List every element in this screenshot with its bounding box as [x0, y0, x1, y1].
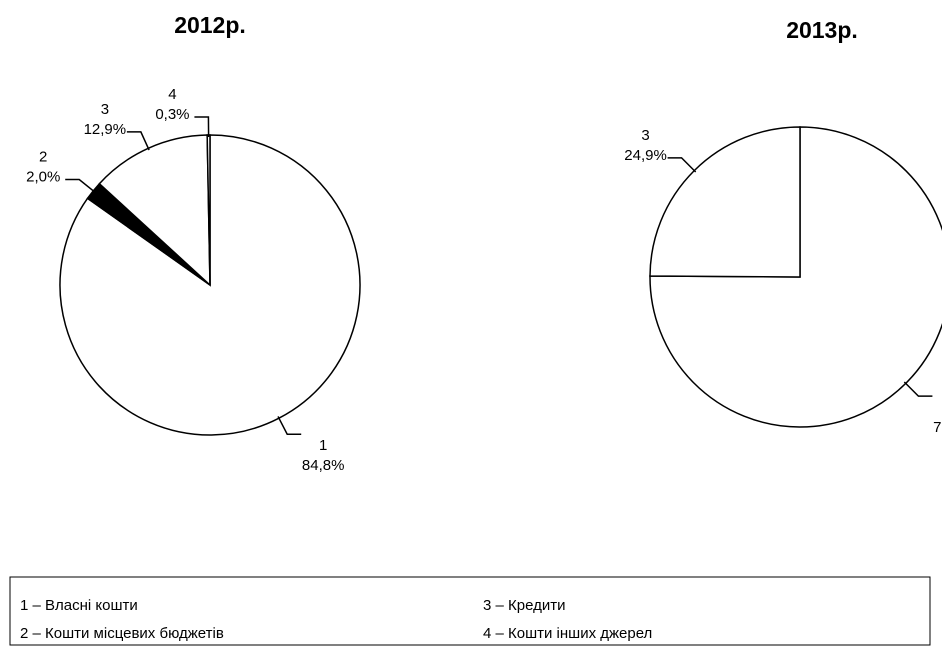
slice-label: 75,1%	[933, 419, 942, 436]
slice-category: 3	[101, 101, 109, 118]
slice-category: 3	[641, 127, 649, 144]
pie-slice	[649, 126, 801, 278]
slice-label: 12,9%	[84, 121, 127, 138]
slice-label: 2,0%	[26, 169, 60, 186]
chart-title: 2013р.	[786, 17, 858, 43]
leader-line	[277, 416, 302, 435]
legend-box	[9, 576, 931, 646]
legend-item: 2 – Кошти місцевих бюджетів	[20, 625, 224, 642]
legend-item: 3 – Кредити	[483, 597, 566, 614]
leader-line	[65, 178, 96, 193]
slice-category: 2	[39, 149, 47, 166]
legend-item: 1 – Власні кошти	[20, 597, 138, 614]
slice-label: 24,9%	[624, 147, 667, 164]
slice-category: 4	[168, 86, 176, 103]
slice-category: 1	[319, 437, 327, 454]
slice-label: 84,8%	[302, 457, 345, 474]
leader-line	[194, 116, 210, 138]
leader-line	[126, 131, 150, 151]
chart-title: 2012р.	[174, 12, 246, 38]
leader-line	[903, 381, 933, 397]
legend-item: 4 – Кошти інших джерел	[483, 625, 652, 642]
slice-label: 0,3%	[155, 106, 189, 123]
leader-line	[667, 157, 697, 173]
